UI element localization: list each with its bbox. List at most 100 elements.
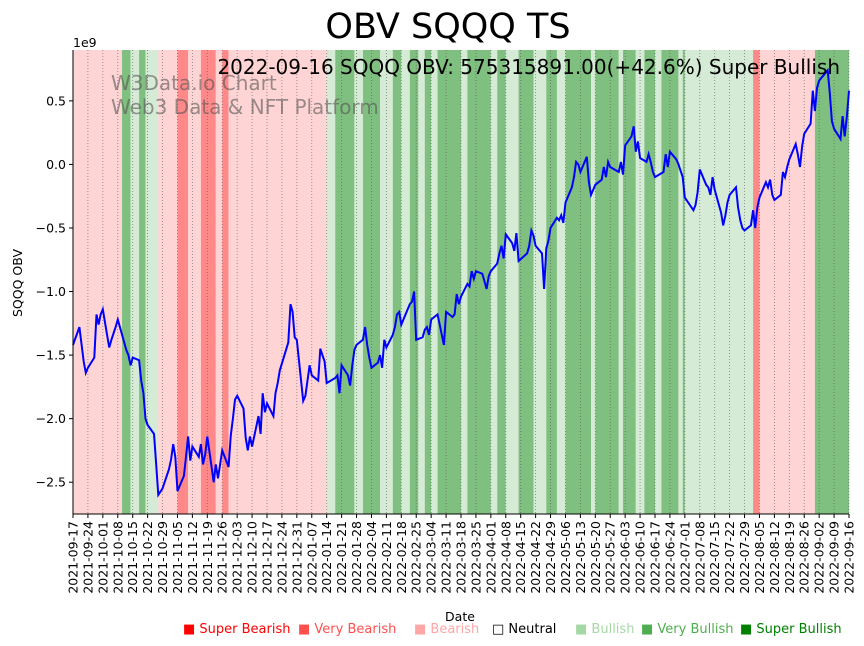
x-tick-label-42: 2022-07-08 [692, 521, 707, 594]
y-tick-label-6: −2.5 [36, 475, 66, 490]
legend-label: Bearish [430, 622, 479, 637]
region-bullish-30 [533, 50, 547, 514]
region-very-bullish-13 [335, 50, 355, 514]
x-tick-label-47: 2022-08-12 [767, 521, 782, 594]
y-multiplier-label: 1e9 [73, 35, 97, 50]
legend-swatch-icon: ■ [298, 622, 314, 637]
y-tick-label-0: 0.5 [46, 93, 66, 108]
y-axis: 0.5 0.0 −0.5 −1.0 −1.5 −2.0 −2.5 [36, 93, 73, 490]
region-bullish-12 [326, 50, 336, 514]
legend-label: Super Bullish [756, 622, 841, 637]
x-tick-label-28: 2022-04-01 [483, 521, 498, 594]
x-tick-label-8: 2021-11-12 [185, 521, 200, 594]
region-bullish-32 [556, 50, 566, 514]
x-axis-label: Date [445, 609, 475, 624]
x-tick-label-14: 2021-12-24 [274, 521, 289, 594]
x-tick-label-41: 2022-07-01 [677, 521, 692, 594]
x-tick-label-31: 2022-04-22 [528, 521, 543, 594]
x-tick-label-51: 2022-09-09 [827, 521, 842, 594]
y-tick-label-3: −1.0 [36, 284, 66, 299]
legend-swatch-icon: ■ [183, 622, 199, 637]
x-tick-label-11: 2021-12-03 [230, 521, 245, 594]
watermark-line-2: Web3 Data & NFT Platform [111, 95, 379, 119]
region-very-bullish-43 [682, 50, 685, 514]
region-very-bullish-37 [623, 50, 636, 514]
region-bearish-0 [73, 50, 123, 514]
x-tick-label-49: 2022-08-26 [797, 521, 812, 594]
x-tick-label-25: 2022-03-11 [439, 521, 454, 594]
region-very-bullish-29 [518, 50, 534, 514]
y-tick-label-2: −0.5 [36, 220, 66, 235]
x-tick-label-23: 2022-02-25 [409, 521, 424, 594]
legend-label: Super Bearish [199, 622, 290, 637]
region-very-bullish-35 [595, 50, 619, 514]
region-bullish-4 [145, 50, 159, 514]
x-tick-label-38: 2022-06-10 [633, 521, 648, 594]
region-bearish-7 [188, 50, 201, 514]
x-tick-label-20: 2022-02-04 [364, 521, 379, 594]
region-bullish-2 [130, 50, 140, 514]
region-very-bullish-31 [546, 50, 557, 514]
x-tick-label-36: 2022-05-27 [603, 521, 618, 594]
x-tick-label-40: 2022-06-24 [662, 521, 677, 594]
region-bullish-42 [678, 50, 683, 514]
y-axis-label: SQQQ OBV [10, 249, 25, 317]
x-tick-label-37: 2022-06-03 [618, 521, 633, 594]
legend-label: Neutral [508, 622, 556, 637]
x-tick-label-13: 2021-12-17 [260, 521, 275, 594]
x-tick-label-34: 2022-05-13 [573, 521, 588, 594]
region-bearish-5 [158, 50, 178, 514]
legend-bearish: ■ Bearish [414, 622, 479, 637]
x-tick-label-3: 2021-10-08 [110, 521, 125, 594]
region-bullish-14 [354, 50, 363, 514]
x-tick-label-16: 2022-01-07 [304, 521, 319, 594]
x-tick-label-46: 2022-08-05 [752, 521, 767, 594]
region-bullish-20 [418, 50, 425, 514]
region-very-bullish-23 [437, 50, 461, 514]
legend-swatch-icon: ■ [414, 622, 430, 637]
region-very-bullish-1 [122, 50, 131, 514]
region-very-bullish-19 [409, 50, 419, 514]
x-tick-label-29: 2022-04-08 [498, 521, 513, 594]
region-bullish-44 [684, 50, 754, 514]
y-tick-label-4: −1.5 [36, 348, 66, 363]
x-tick-label-4: 2021-10-15 [125, 521, 140, 594]
region-very-bullish-25 [467, 50, 491, 514]
y-tick-label-5: −2.0 [36, 411, 66, 426]
legend-swatch-icon: ■ [575, 622, 591, 637]
legend-label: Very Bullish [657, 622, 733, 637]
region-bullish-18 [401, 50, 410, 514]
region-very-bullish-33 [565, 50, 592, 514]
y-tick-label-1: 0.0 [46, 157, 66, 172]
watermark-line-1: W3Data.io Chart [111, 71, 277, 95]
region-bullish-24 [461, 50, 468, 514]
x-tick-label-0: 2021-09-17 [66, 521, 81, 594]
x-tick-label-24: 2022-03-04 [424, 521, 439, 594]
x-tick-label-50: 2022-09-02 [812, 521, 827, 594]
region-very-bullish-21 [424, 50, 432, 514]
region-bullish-22 [431, 50, 438, 514]
x-tick-label-45: 2022-07-29 [737, 521, 752, 594]
vertical-grid [72, 50, 850, 514]
region-very-bearish-45 [753, 50, 760, 514]
region-very-bearish-10 [222, 50, 229, 514]
x-tick-label-12: 2021-12-10 [245, 521, 260, 594]
region-very-bearish-8 [200, 50, 216, 514]
region-bullish-40 [655, 50, 662, 514]
x-tick-label-26: 2022-03-18 [454, 521, 469, 594]
x-tick-label-21: 2022-02-11 [379, 521, 394, 594]
x-tick-label-27: 2022-03-25 [468, 521, 483, 594]
region-very-bullish-27 [497, 50, 506, 514]
region-bullish-34 [591, 50, 596, 514]
x-tick-label-10: 2021-11-26 [215, 521, 230, 594]
x-axis: 2021-09-17 2021-09-24 2021-10-01 2021-10-08… [66, 514, 857, 594]
latest-value-annotation: 2022-09-16 SQQQ OBV: 575315891.00(+42.6%… [217, 55, 840, 79]
region-bearish-46 [759, 50, 815, 514]
x-tick-label-5: 2021-10-22 [140, 521, 155, 594]
x-tick-label-48: 2022-08-19 [782, 521, 797, 594]
x-tick-label-43: 2022-07-15 [707, 521, 722, 594]
legend-label: Very Bearish [314, 622, 396, 637]
region-very-bullish-17 [392, 50, 402, 514]
legend-swatch-icon: ■ [740, 622, 756, 637]
x-tick-label-22: 2022-02-18 [394, 521, 409, 594]
